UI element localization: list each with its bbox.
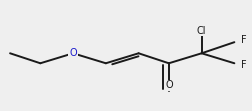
Text: O: O bbox=[69, 48, 77, 58]
Text: O: O bbox=[165, 80, 173, 90]
Text: F: F bbox=[241, 35, 247, 45]
Text: Cl: Cl bbox=[197, 26, 206, 36]
Text: F: F bbox=[241, 60, 247, 70]
